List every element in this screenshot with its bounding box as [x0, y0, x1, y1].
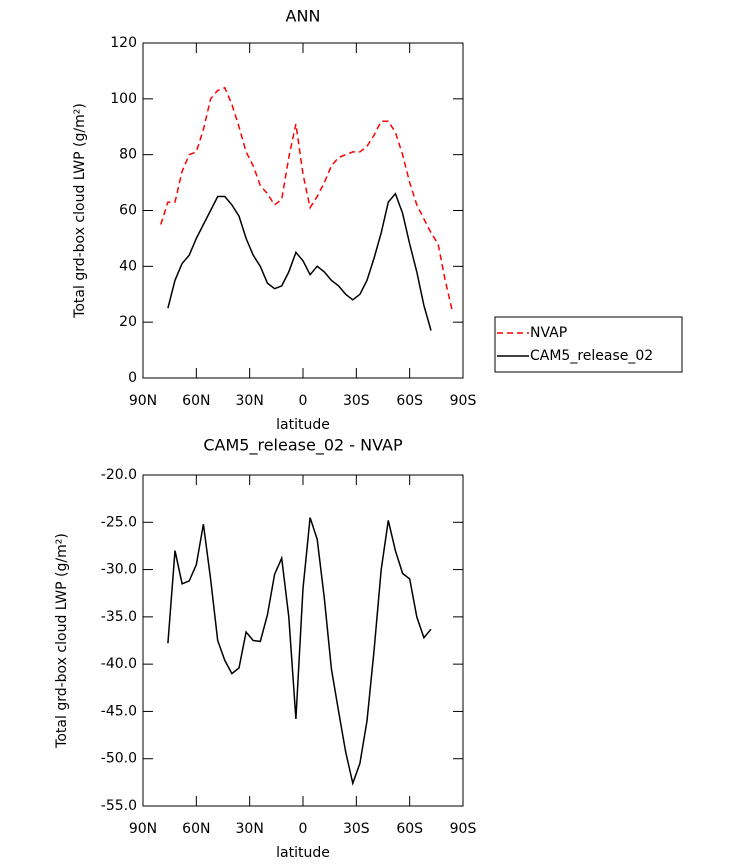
- x-tick-label: 30S: [343, 821, 370, 837]
- x-tick-label: 60N: [182, 393, 210, 409]
- legend: NVAP CAM5_release_02: [494, 316, 683, 373]
- y-tick-label: -20.0: [101, 467, 137, 483]
- data-line: [160, 86, 454, 312]
- x-tick-label: 0: [299, 821, 308, 837]
- y-tick-label: 60: [119, 203, 137, 219]
- y-tick-label: 120: [110, 35, 137, 51]
- y-tick-label: 20: [119, 314, 137, 330]
- x-tick-label: 90S: [450, 821, 477, 837]
- x-tick-label: 60N: [182, 821, 210, 837]
- x-tick-label: 90N: [129, 821, 157, 837]
- y-tick-label: 0: [128, 370, 137, 386]
- x-tick-label: 90N: [129, 393, 157, 409]
- y-axis-label: Total grd-box cloud LWP (g/m²): [54, 533, 70, 749]
- x-tick-label: 30S: [343, 393, 370, 409]
- y-tick-label: -55.0: [101, 798, 137, 814]
- y-tick-label: -35.0: [101, 609, 137, 625]
- x-tick-label: 0: [299, 393, 308, 409]
- data-line: [167, 517, 432, 786]
- y-tick-label: -50.0: [101, 751, 137, 767]
- y-tick-label: -30.0: [101, 562, 137, 578]
- data-line: [167, 192, 432, 331]
- x-axis-label: latitude: [276, 845, 330, 861]
- legend-box: [494, 316, 683, 373]
- y-tick-label: -45.0: [101, 703, 137, 719]
- x-tick-label: 30N: [236, 821, 264, 837]
- x-tick-label: 60S: [396, 821, 423, 837]
- y-tick-label: -25.0: [101, 514, 137, 530]
- y-tick-label: 40: [119, 258, 137, 274]
- y-tick-label: 100: [110, 91, 137, 107]
- x-tick-label: 90S: [450, 393, 477, 409]
- y-tick-label: -40.0: [101, 656, 137, 672]
- y-tick-label: 80: [119, 147, 137, 163]
- x-axis-label: latitude: [276, 417, 330, 433]
- plot-frame: [142, 474, 464, 807]
- x-tick-label: 60S: [396, 393, 423, 409]
- legend-label: NVAP: [530, 325, 567, 341]
- plot-frame: [142, 42, 464, 379]
- y-axis-label: Total grd-box cloud LWP (g/m²): [72, 103, 88, 319]
- chart-title: CAM5_release_02 - NVAP: [203, 436, 403, 456]
- legend-label: CAM5_release_02: [530, 348, 653, 364]
- chart-title: ANN: [286, 7, 321, 26]
- x-tick-label: 30N: [236, 393, 264, 409]
